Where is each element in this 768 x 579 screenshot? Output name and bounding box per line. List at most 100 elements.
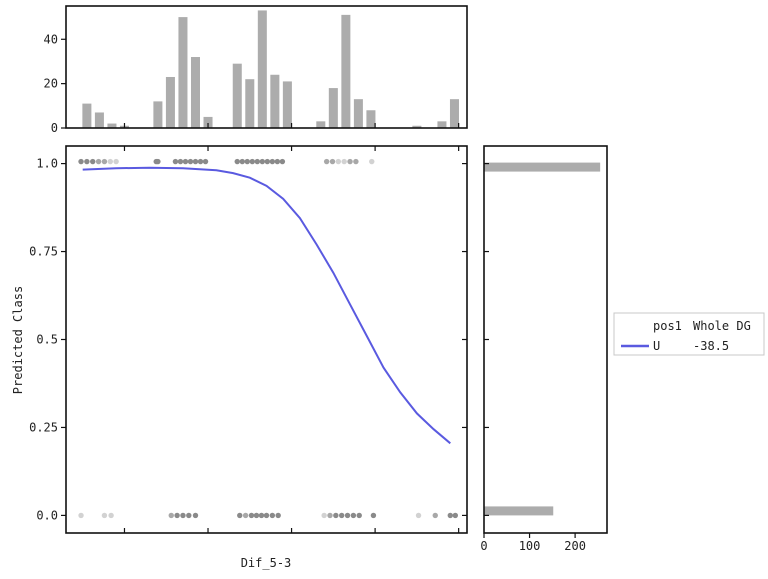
- scatter-point-class-1: [347, 158, 353, 165]
- scatter-point-class-1: [107, 158, 113, 165]
- top-histogram-bar: [437, 121, 447, 128]
- top-histogram-ticks: 0 20 40: [44, 32, 460, 135]
- top-histogram: 0 20 40: [44, 5, 468, 135]
- right-histogram-xtick-label: 0: [480, 539, 487, 553]
- scatter-point-class-1: [90, 158, 96, 165]
- top-histogram-bar: [257, 10, 267, 128]
- legend-label-u: U: [653, 339, 660, 353]
- y-tick-label: 1.0: [36, 157, 58, 171]
- x-axis-label: Dif_5-3: [241, 556, 292, 570]
- scatter-point-class-0: [321, 512, 327, 519]
- scatter-point-class-0: [350, 512, 357, 519]
- top-histogram-bar: [412, 125, 422, 128]
- legend-header-col2: Whole DG: [693, 319, 751, 333]
- scatter-point-class-1: [187, 158, 194, 165]
- main-plot-ticks: 0.0 0.25 0.5 0.75 1.0: [29, 146, 467, 533]
- scatter-point-class-1: [335, 158, 342, 165]
- scatter-point-class-0: [263, 512, 270, 519]
- scatter-point-class-1: [341, 158, 347, 165]
- top-histogram-bar: [178, 17, 188, 128]
- scatter-point-class-1: [182, 158, 189, 165]
- top-histogram-bar: [232, 63, 242, 128]
- scatter-point-class-1: [101, 158, 108, 165]
- scatter-point-class-1: [177, 158, 184, 165]
- scatter-point-class-0: [168, 512, 174, 519]
- scatter-point-class-1: [264, 158, 271, 165]
- top-histogram-bar: [353, 99, 363, 128]
- scatter-point-class-0: [180, 512, 186, 519]
- scatter-point-class-1: [274, 158, 281, 165]
- scatter-point-class-1: [172, 158, 179, 165]
- right-histogram-bar: [484, 506, 554, 516]
- right-histogram-xtick-label: 100: [519, 539, 541, 553]
- top-histogram-frame: [65, 5, 468, 129]
- scatter-point-class-0: [344, 512, 351, 519]
- scatter-point-class-0: [432, 512, 438, 519]
- scatter-point-class-0: [370, 512, 377, 519]
- scatter-point-class-1: [113, 158, 119, 165]
- y-tick-label: 0.25: [29, 420, 58, 434]
- top-histogram-bar: [107, 123, 117, 128]
- scatter-point-class-1: [244, 158, 250, 165]
- legend-value-u: -38.5: [693, 339, 729, 353]
- y-axis-label: Predicted Class: [11, 286, 25, 394]
- scatter-point-class-0: [452, 512, 459, 519]
- scatter-point-class-0: [242, 512, 249, 519]
- scatter-point-class-0: [78, 512, 84, 519]
- top-histogram-ytick-label: 20: [44, 77, 58, 91]
- top-histogram-bar: [94, 112, 104, 128]
- scatter-point-class-0: [186, 512, 192, 519]
- top-histogram-ytick-label: 0: [51, 121, 58, 135]
- y-tick-label: 0.0: [36, 508, 58, 522]
- top-histogram-bar: [341, 14, 351, 129]
- scatter-point-class-0: [258, 512, 265, 519]
- scatter-point-class-1: [329, 158, 336, 165]
- scatter-point-class-1: [369, 158, 375, 165]
- legend: pos1 Whole DG U -38.5: [613, 312, 765, 356]
- scatter-point-class-1: [279, 158, 286, 165]
- right-histogram-ticks: 0 100 200: [480, 162, 586, 553]
- top-histogram-bar: [270, 74, 280, 128]
- scatter-point-class-1: [197, 158, 204, 165]
- scatter-point-class-1: [323, 158, 330, 165]
- right-histogram-frame: [483, 145, 608, 534]
- top-histogram-bar: [165, 76, 175, 128]
- scatter-point-class-1: [95, 158, 102, 165]
- scatter-point-class-0: [269, 512, 276, 519]
- right-histogram-xtick-label: 200: [564, 539, 586, 553]
- top-histogram-bar: [366, 110, 376, 128]
- scatter-point-class-0: [275, 512, 281, 519]
- scatter-point-class-1: [254, 158, 261, 165]
- scatter-point-class-0: [248, 512, 255, 519]
- scatter-point-class-0: [101, 512, 108, 519]
- right-histogram-bar: [484, 162, 601, 172]
- top-histogram-bar: [153, 101, 163, 128]
- scatter-point-class-0: [108, 512, 114, 519]
- right-histogram-bars: [484, 162, 601, 516]
- scatter-point-class-1: [192, 158, 199, 165]
- scatter-point-class-1: [259, 158, 266, 165]
- top-histogram-bar: [203, 116, 213, 128]
- main-plot: 0.0 0.25 0.5 0.75 1.0 Dif_5-3 Predicted Clas…: [11, 145, 468, 570]
- top-histogram-bar: [245, 79, 255, 128]
- scatter-point-class-1: [202, 158, 209, 165]
- scatter-point-class-0: [253, 512, 260, 519]
- scatter-points: [78, 158, 459, 519]
- scatter-point-class-0: [174, 512, 180, 519]
- scatter-point-class-1: [353, 158, 359, 165]
- scatter-point-class-1: [269, 158, 276, 165]
- y-tick-label: 0.75: [29, 245, 58, 259]
- right-histogram: 0 100 200: [480, 145, 608, 553]
- top-histogram-bar: [449, 99, 459, 128]
- top-histogram-ytick-label: 40: [44, 32, 58, 46]
- scatter-point-class-0: [338, 512, 345, 519]
- main-plot-frame: [65, 145, 468, 534]
- scatter-point-class-1: [78, 158, 84, 165]
- scatter-point-class-0: [415, 512, 422, 519]
- top-histogram-bars: [82, 10, 459, 129]
- top-histogram-bar: [316, 121, 326, 128]
- top-histogram-bar: [328, 88, 338, 128]
- top-histogram-bar: [190, 57, 201, 128]
- scatter-point-class-1: [155, 158, 161, 165]
- series-line-u: [82, 166, 451, 445]
